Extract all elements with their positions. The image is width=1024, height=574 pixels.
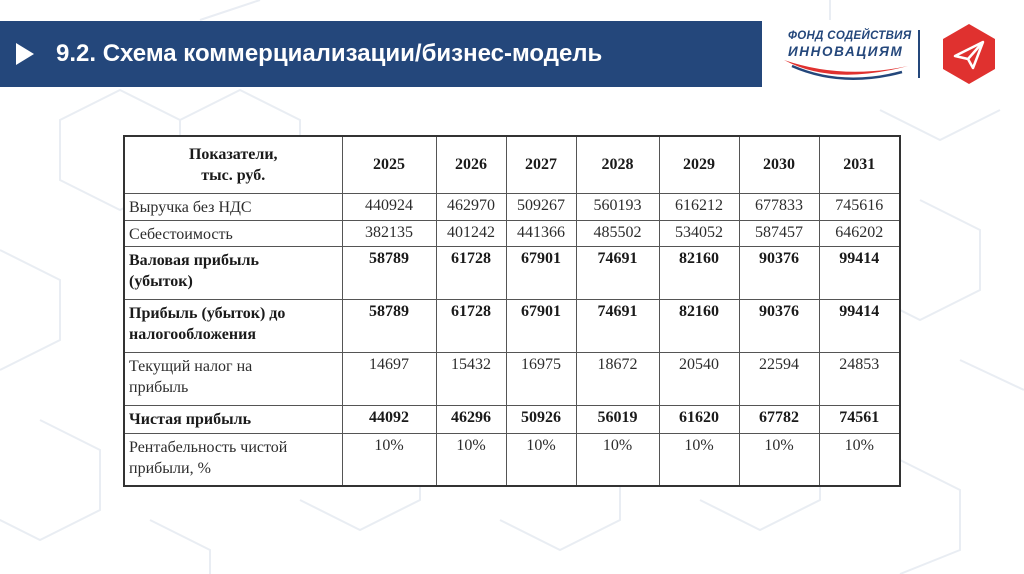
- table-cell: 50926: [505, 405, 577, 434]
- logo-text-line2: ИННОВАЦИЯМ: [788, 44, 904, 59]
- table-cell: 61728: [435, 299, 507, 354]
- table-cell: 462970: [435, 193, 507, 221]
- row-label: Себестоимость: [123, 219, 343, 248]
- financial-indicators-table: Показатели, тыс. руб. 2025 2026 2027 202…: [123, 135, 901, 487]
- table-cell: 99414: [818, 299, 901, 354]
- table-row-gross-profit: Валовая прибыль (убыток) 58789 61728 679…: [123, 246, 901, 301]
- logo-divider: [918, 30, 920, 78]
- table-row-net-margin: Рентабельность чистой прибыли, % 10% 10%…: [123, 432, 901, 487]
- table-cell: 22594: [738, 352, 820, 407]
- row-label: Прибыль (убыток) до налогообложения: [123, 299, 343, 354]
- row-label: Валовая прибыль (убыток): [123, 246, 343, 301]
- header-indicators-line2: тыс. руб.: [201, 167, 266, 185]
- table-cell: 67782: [738, 405, 820, 434]
- fund-logo: ФОНД СОДЕЙСТВИЯ ИННОВАЦИЯМ: [782, 20, 1006, 90]
- header-year: 2025: [341, 135, 437, 195]
- table-cell: 646202: [818, 219, 901, 248]
- table-cell: 677833: [738, 193, 820, 221]
- table-cell: 82160: [658, 246, 740, 301]
- table-cell: 74561: [818, 405, 901, 434]
- table-cell: 382135: [341, 219, 437, 248]
- table-cell: 67901: [505, 299, 577, 354]
- table-cell: 16975: [505, 352, 577, 407]
- header-indicators: Показатели, тыс. руб.: [123, 135, 343, 195]
- table-cell: 18672: [575, 352, 660, 407]
- table-cell: 61728: [435, 246, 507, 301]
- header-indicators-line1: Показатели,: [188, 146, 278, 164]
- row-label-line1: Выручка без НДС: [129, 199, 252, 217]
- row-label: Чистая прибыль: [123, 405, 343, 434]
- table-cell: 99414: [818, 246, 901, 301]
- table-cell: 401242: [435, 219, 507, 248]
- table-cell: 534052: [658, 219, 740, 248]
- table-cell: 587457: [738, 219, 820, 248]
- table-cell: 20540: [658, 352, 740, 407]
- row-label-line2: прибыли, %: [129, 459, 211, 477]
- table-row-income-tax: Текущий налог на прибыль 14697 15432 169…: [123, 352, 901, 407]
- row-label-line2: налогообложения: [129, 326, 256, 344]
- row-label-line1: Рентабельность чистой: [129, 438, 288, 456]
- table-cell: 10%: [658, 432, 740, 487]
- table-cell: 82160: [658, 299, 740, 354]
- table-cell: 46296: [435, 405, 507, 434]
- table-cell: 10%: [738, 432, 820, 487]
- table-cell: 10%: [435, 432, 507, 487]
- row-label-line2: (убыток): [129, 273, 193, 291]
- logo-text-line1: ФОНД СОДЕЙСТВИЯ: [788, 30, 912, 42]
- table-cell: 10%: [505, 432, 577, 487]
- row-label-line1: Прибыль (убыток) до: [129, 305, 286, 323]
- title-bar: 9.2. Схема коммерциализации/бизнес-модел…: [0, 21, 762, 87]
- table-cell: 616212: [658, 193, 740, 221]
- row-label: Рентабельность чистой прибыли, %: [123, 432, 343, 487]
- header-year: 2026: [435, 135, 507, 195]
- table-cell: 440924: [341, 193, 437, 221]
- row-label-line1: Валовая прибыль: [129, 252, 259, 270]
- table-row-cost: Себестоимость 382135 401242 441366 48550…: [123, 219, 901, 248]
- table-row-revenue: Выручка без НДС 440924 462970 509267 560…: [123, 193, 901, 221]
- header-year: 2030: [738, 135, 820, 195]
- row-label: Выручка без НДС: [123, 193, 343, 221]
- table-cell: 15432: [435, 352, 507, 407]
- row-label-line1: Текущий налог на: [129, 358, 253, 376]
- table-cell: 10%: [341, 432, 437, 487]
- table-cell: 485502: [575, 219, 660, 248]
- logo-swoosh-icon: [784, 60, 908, 80]
- table-cell: 44092: [341, 405, 437, 434]
- header-year: 2028: [575, 135, 660, 195]
- row-label: Текущий налог на прибыль: [123, 352, 343, 407]
- row-label-line1: Чистая прибыль: [129, 411, 252, 429]
- table-cell: 90376: [738, 299, 820, 354]
- table-cell: 58789: [341, 246, 437, 301]
- row-label-line1: Себестоимость: [129, 225, 233, 243]
- table-cell: 58789: [341, 299, 437, 354]
- table-cell: 560193: [575, 193, 660, 221]
- table-cell: 67901: [505, 246, 577, 301]
- paper-plane-icon: [943, 24, 995, 84]
- table-cell: 10%: [575, 432, 660, 487]
- table-cell: 509267: [505, 193, 577, 221]
- row-label-line2: прибыль: [129, 379, 189, 397]
- table-cell: 10%: [818, 432, 901, 487]
- table-cell: 24853: [818, 352, 901, 407]
- table-header-row: Показатели, тыс. руб. 2025 2026 2027 202…: [123, 135, 901, 195]
- slide-title: 9.2. Схема коммерциализации/бизнес-модел…: [56, 40, 603, 67]
- table-row-net-profit: Чистая прибыль 44092 46296 50926 56019 6…: [123, 405, 901, 434]
- table-cell: 74691: [575, 299, 660, 354]
- table-cell: 74691: [575, 246, 660, 301]
- table-cell: 745616: [818, 193, 901, 221]
- header-year: 2029: [658, 135, 740, 195]
- table-cell: 56019: [575, 405, 660, 434]
- header-year: 2027: [505, 135, 577, 195]
- table-cell: 14697: [341, 352, 437, 407]
- table-cell: 90376: [738, 246, 820, 301]
- table-cell: 441366: [505, 219, 577, 248]
- header-year: 2031: [818, 135, 901, 195]
- table-row-pretax-profit: Прибыль (убыток) до налогообложения 5878…: [123, 299, 901, 354]
- play-arrow-icon: [16, 43, 34, 65]
- table-cell: 61620: [658, 405, 740, 434]
